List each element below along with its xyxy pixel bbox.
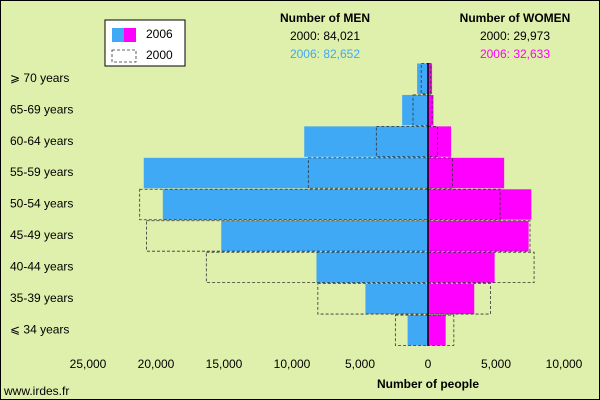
- x-tick-label: 5,000: [345, 357, 375, 371]
- x-axis-label: Number of people: [377, 377, 479, 391]
- x-tick-label: 10,000: [274, 357, 311, 371]
- y-tick-label: 40-44 years: [10, 260, 73, 274]
- x-tick-label: 0: [425, 357, 432, 371]
- legend-swatch: [111, 49, 137, 63]
- bar-outline: [427, 220, 531, 252]
- y-tick-label: 50-54 years: [10, 197, 73, 211]
- x-tick-label: 25,000: [70, 357, 107, 371]
- bar: [428, 252, 495, 283]
- bar: [417, 63, 428, 94]
- x-tick-label: 15,000: [206, 357, 243, 371]
- y-tick-label: 45-49 years: [10, 228, 73, 242]
- bar: [304, 126, 428, 157]
- bar-outline: [427, 157, 453, 189]
- men-2006: 2006: 82,652: [290, 47, 360, 61]
- women-title: Number of WOMEN: [460, 11, 571, 25]
- y-tick-label: ⩽ 34 years: [10, 322, 69, 336]
- bar: [143, 157, 428, 189]
- bar: [316, 252, 428, 283]
- bar: [407, 315, 428, 346]
- men-2000: 2000: 84,021: [290, 29, 360, 43]
- y-tick-label: 55-59 years: [10, 165, 73, 179]
- legend-swatch: [112, 28, 124, 42]
- source: www.irdes.fr: [3, 384, 69, 398]
- bar: [365, 283, 428, 315]
- legend-swatch: [124, 28, 136, 42]
- women-2006: 2006: 32,633: [480, 47, 550, 61]
- bar-outline: [139, 188, 429, 221]
- y-tick-label: ⩾ 70 years: [10, 71, 69, 85]
- y-tick-label: 60-64 years: [10, 134, 73, 148]
- bar: [428, 94, 434, 126]
- men-title: Number of MEN: [280, 11, 370, 25]
- bar: [428, 63, 433, 94]
- x-tick-label: 20,000: [138, 357, 175, 371]
- bar: [162, 189, 429, 220]
- x-tick-label: 10,000: [546, 357, 583, 371]
- bar: [221, 220, 428, 252]
- bar: [428, 315, 446, 346]
- bar: [428, 126, 452, 157]
- bar-outline: [427, 94, 433, 126]
- bar: [402, 94, 428, 126]
- bar: [428, 157, 505, 189]
- legend-label: 2006: [146, 27, 173, 41]
- women-2000: 2000: 29,973: [480, 29, 550, 43]
- bar: [428, 283, 475, 315]
- y-tick-label: 35-39 years: [10, 291, 73, 305]
- bar: [428, 189, 532, 220]
- legend-box: [104, 19, 186, 67]
- bar-outline: [427, 188, 501, 221]
- y-tick-label: 65-69 years: [10, 102, 73, 116]
- x-tick-label: 5,000: [481, 357, 511, 371]
- bar-outline: [307, 157, 429, 189]
- legend-label: 2000: [146, 48, 173, 62]
- bar: [428, 220, 529, 252]
